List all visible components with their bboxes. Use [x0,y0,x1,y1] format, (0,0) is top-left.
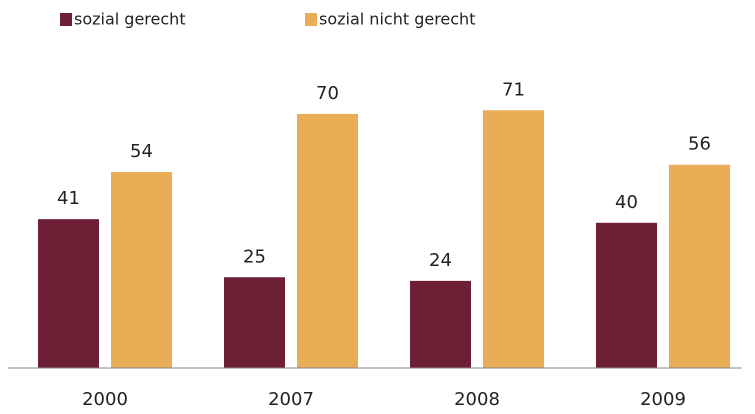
bar [596,222,657,368]
x-tick-label: 2009 [640,389,686,410]
bar [410,280,471,368]
data-label: 54 [130,141,153,162]
data-label: 71 [502,79,525,100]
x-tick-label: 2008 [454,389,500,410]
legend-swatch [305,13,317,26]
data-label: 25 [243,246,266,267]
bar [224,277,285,368]
x-tick-label: 2000 [82,389,128,410]
legend-label: sozial nicht gerecht [319,10,475,29]
bar [483,110,544,369]
bar [297,113,358,369]
legend-swatch [60,13,72,26]
data-label: 70 [316,83,339,104]
data-label: 56 [688,134,711,155]
x-tick-label: 2007 [268,389,314,410]
bar [111,171,172,368]
bar [669,164,730,368]
bar [38,219,99,368]
data-label: 24 [429,250,452,271]
legend-label: sozial gerecht [74,10,186,29]
data-label: 40 [615,192,638,213]
data-label: 41 [57,188,80,209]
